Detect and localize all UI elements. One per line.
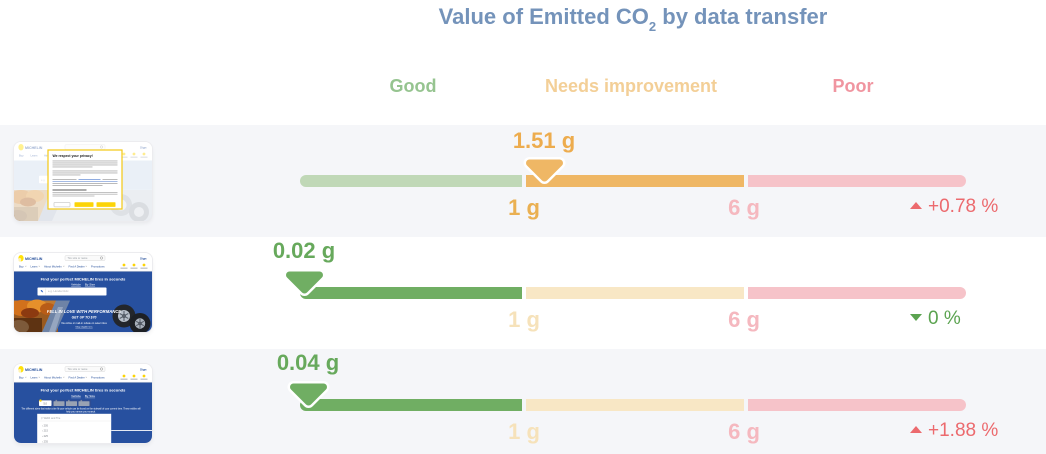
svg-text:GET UP TO $70: GET UP TO $70 — [72, 316, 97, 320]
svg-text:e.g. Honda Civic: e.g. Honda Civic — [48, 289, 69, 293]
svg-text:Tire size or name: Tire size or name — [68, 367, 88, 371]
svg-text:About Michelin: About Michelin — [44, 265, 62, 269]
svg-text:FELL IN LOVE WITH PERFORMANCE: FELL IN LOVE WITH PERFORMANCE — [47, 309, 121, 314]
svg-text:˅: ˅ — [63, 266, 65, 269]
svg-text:Learn: Learn — [31, 376, 38, 380]
svg-text:˅: ˅ — [63, 377, 65, 380]
svg-text:Vehicle: Vehicle — [71, 394, 81, 398]
svg-text:˅: ˅ — [86, 377, 88, 380]
svg-text:Find A Dealer: Find A Dealer — [69, 376, 85, 380]
svg-text:Promotions: Promotions — [91, 376, 105, 380]
svg-text:Via online or mail-in rebate o: Via online or mail-in rebate on select t… — [61, 322, 108, 325]
svg-text:˅: ˅ — [25, 266, 27, 269]
svg-text:˅: ˅ — [39, 377, 41, 380]
svg-text:Sign: Sign — [140, 257, 147, 261]
svg-text:By Size: By Size — [85, 283, 96, 287]
svg-text:The different sizes that make: The different sizes that make a tire fit… — [21, 408, 141, 411]
svg-text:˅: ˅ — [86, 266, 88, 269]
svg-text:Buy: Buy — [19, 154, 24, 158]
svg-text:Vehicle: Vehicle — [71, 283, 81, 287]
svg-text:Buy: Buy — [19, 376, 24, 380]
svg-text:By Size: By Size — [85, 394, 96, 398]
svg-text:Shop eligible tires: Shop eligible tires — [75, 326, 93, 329]
svg-text:help you narrow your search.: help you narrow your search. — [66, 410, 96, 413]
svg-text:MICHELIN: MICHELIN — [25, 257, 43, 261]
svg-text:Buy: Buy — [19, 265, 24, 269]
svg-text:MICHELIN: MICHELIN — [25, 146, 43, 150]
svg-text:Sign: Sign — [140, 146, 147, 150]
svg-text:⚲ Width and Tire: ⚲ Width and Tire — [41, 416, 61, 420]
svg-text:› 225: › 225 — [42, 434, 48, 438]
svg-text:Find your perfect MICHELIN tir: Find your perfect MICHELIN tires in seco… — [41, 277, 126, 282]
svg-text:› 205: › 205 — [42, 423, 48, 427]
svg-text:We respect your privacy!: We respect your privacy! — [53, 154, 93, 158]
svg-text:Find your perfect MICHELIN tir: Find your perfect MICHELIN tires in seco… — [41, 388, 126, 393]
svg-text:About Michelin: About Michelin — [44, 376, 62, 380]
svg-text:› 235: › 235 — [42, 440, 48, 444]
svg-text:˅: ˅ — [39, 266, 41, 269]
svg-text:Promotions: Promotions — [91, 265, 105, 269]
svg-text:5.0: 5.0 — [44, 403, 48, 406]
svg-text:Learn: Learn — [31, 265, 38, 269]
svg-text:Tire size or name: Tire size or name — [68, 256, 88, 260]
svg-text:✎: ✎ — [41, 290, 44, 294]
svg-text:Sign: Sign — [140, 368, 147, 372]
svg-text:˅: ˅ — [25, 377, 27, 380]
svg-text:› 215: › 215 — [42, 429, 48, 433]
svg-text:MICHELIN: MICHELIN — [25, 368, 43, 372]
svg-text:Learn: Learn — [31, 154, 38, 158]
svg-text:Find A Dealer: Find A Dealer — [69, 265, 85, 269]
